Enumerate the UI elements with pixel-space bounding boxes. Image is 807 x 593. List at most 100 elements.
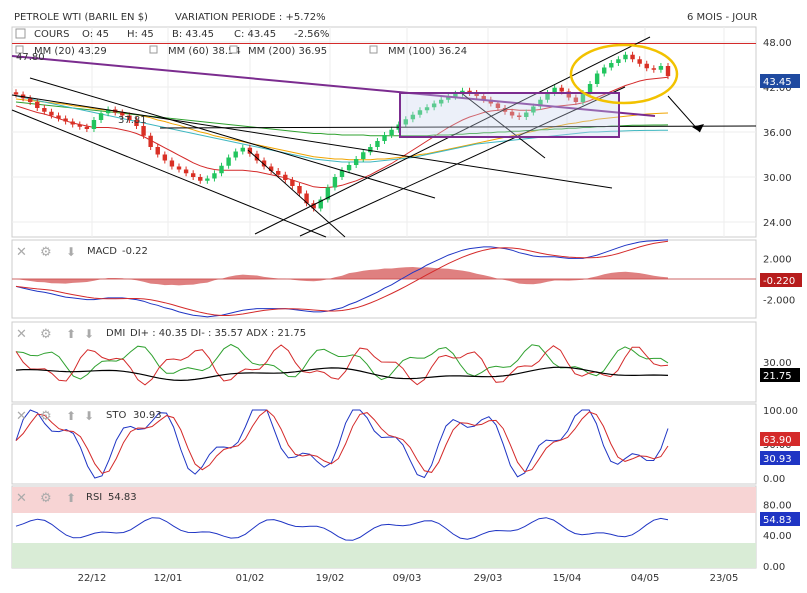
candle	[205, 178, 210, 181]
candle	[439, 99, 444, 104]
sto-tick-label: 100.00	[763, 406, 798, 417]
mm-legend-label: MM (60) 38.54	[168, 46, 241, 57]
trendline	[299, 86, 626, 237]
candle	[587, 84, 593, 93]
rsi-line	[15, 517, 669, 541]
ohlc-high: H: 45	[127, 29, 154, 40]
date-tick-label: 22/12	[78, 573, 107, 584]
candle	[467, 90, 472, 93]
candle	[325, 187, 331, 200]
date-tick-label: 09/03	[393, 573, 422, 584]
candle	[268, 166, 274, 171]
macd-plot	[12, 239, 756, 318]
sto-d-badge	[760, 451, 800, 465]
rsi-axis: 80.00 40.00 0.00	[763, 500, 792, 573]
high-label: 47.80	[16, 52, 45, 63]
candle	[176, 166, 182, 170]
candle	[297, 186, 302, 194]
close-icon[interactable]: ✕	[16, 245, 27, 260]
candle	[453, 93, 458, 97]
sto-toolbar[interactable]: ✕ ⚙ ⬆ ⬇	[16, 409, 94, 424]
candle	[27, 98, 33, 102]
horizontal-line	[159, 125, 757, 129]
last-price-badge	[760, 74, 800, 88]
macd-title: MACD	[87, 246, 117, 257]
macd-signal-line	[15, 240, 669, 316]
candle	[516, 115, 522, 117]
rsi-toolbar[interactable]: ✕ ⚙ ⬆	[16, 491, 76, 506]
rsi-tick-label: 80.00	[763, 500, 792, 511]
macd-value: -0.22	[122, 246, 148, 257]
candle	[580, 93, 586, 102]
candle	[49, 111, 54, 116]
last-price-value: 43.45	[763, 77, 792, 88]
close-icon[interactable]: ✕	[16, 491, 27, 506]
gear-icon[interactable]: ⚙	[40, 327, 52, 342]
candle	[261, 160, 267, 167]
arrow-up-icon[interactable]: ⬆	[66, 491, 76, 505]
close-icon[interactable]: ✕	[16, 409, 27, 424]
candle	[651, 68, 657, 70]
dmi-plot	[15, 343, 669, 386]
arrow-down-icon[interactable]: ⬇	[66, 245, 76, 259]
candle	[424, 107, 430, 111]
ohlc-open: O: 45	[82, 29, 109, 40]
period-label: 6 MOIS - JOUR	[687, 12, 757, 23]
date-tick-label: 04/05	[631, 573, 660, 584]
close-icon[interactable]	[15, 28, 26, 39]
arrow-down-icon[interactable]: ⬇	[84, 409, 94, 423]
trend-drawings	[11, 36, 757, 238]
candle	[346, 165, 352, 171]
close-icon	[229, 45, 238, 54]
candle	[403, 119, 408, 125]
candle	[566, 91, 571, 98]
candle	[283, 174, 288, 180]
macd-histogram	[16, 267, 668, 286]
dmi-toolbar[interactable]: ✕ ⚙ ⬆ ⬇	[16, 327, 94, 342]
arrow-down-icon[interactable]: ⬇	[84, 327, 94, 341]
candle	[318, 199, 323, 209]
trendline	[11, 94, 613, 189]
candle	[602, 67, 607, 74]
candle	[127, 115, 132, 120]
candle	[42, 108, 47, 112]
candle	[559, 87, 564, 92]
candle	[190, 173, 196, 177]
gear-icon[interactable]: ⚙	[40, 245, 52, 260]
candle	[311, 203, 316, 209]
candle	[552, 87, 557, 93]
candle	[410, 114, 416, 120]
candle	[389, 129, 394, 135]
candle	[368, 147, 373, 153]
moving-average-line	[15, 101, 669, 137]
close-icon[interactable]: ✕	[16, 327, 27, 342]
gear-icon[interactable]: ⚙	[40, 491, 52, 506]
candle	[77, 124, 82, 127]
trendline	[459, 91, 546, 159]
candle	[276, 171, 281, 175]
rsi-last: 54.83	[763, 515, 792, 526]
macd-toolbar[interactable]: ✕ ⚙ ⬇	[16, 245, 76, 260]
arrow-up-icon[interactable]: ⬆	[66, 409, 76, 423]
candle	[524, 112, 529, 117]
cours-legend[interactable]: COURS O: 45 H: 45 B: 43.45 C: 43.45 -2.5…	[15, 28, 329, 40]
dmi-minus-line	[15, 344, 669, 386]
gear-icon[interactable]: ⚙	[40, 409, 52, 424]
dmi-value: DI+ : 40.35 DI- : 35.57 ADX : 21.75	[130, 328, 306, 339]
ohlc-close: C: 43.45	[234, 29, 276, 40]
candle	[594, 73, 600, 84]
candle	[212, 173, 217, 179]
highlight-ellipse	[569, 43, 679, 105]
dmi-title: DMI	[106, 328, 125, 339]
candle	[84, 126, 90, 129]
variation-label: VARIATION PERIODE : +5.72%	[175, 12, 326, 23]
candle	[105, 109, 111, 114]
candle	[431, 103, 437, 108]
ohlc-low: B: 43.45	[172, 29, 214, 40]
arrow-up-icon[interactable]: ⬆	[66, 327, 76, 341]
candle	[339, 170, 345, 177]
candle	[247, 147, 253, 154]
candle	[509, 111, 515, 116]
dmi-badge	[760, 368, 800, 382]
